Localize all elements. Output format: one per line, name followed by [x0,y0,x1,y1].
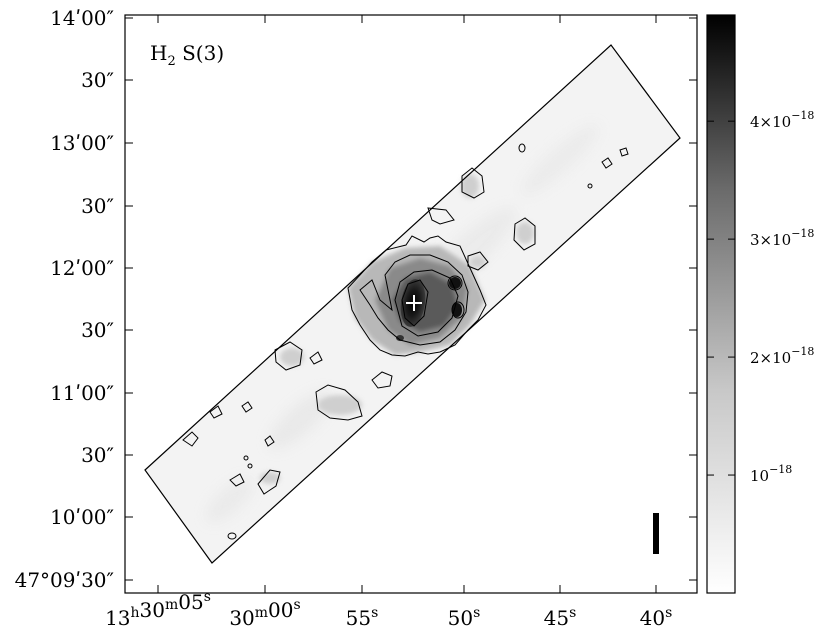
dec-tick-label: 10ʹ00″ [50,505,114,529]
dec-tick-label: 12ʹ00″ [50,256,114,280]
dec-tick-label: 13ʹ00″ [50,131,114,155]
ra-tick-label: 45s [544,605,577,630]
ra-tick-label: 30m00s [229,597,300,630]
ra-tick-label: 40s [640,605,673,630]
ra-tick-label: 13h30m05s [105,589,211,630]
dec-tick-label: 30″ [81,68,114,92]
dec-tick-label: 11ʹ00″ [50,381,114,405]
contour-lines [182,143,629,540]
colorbar-tick-label: 3×10−18 [750,227,814,249]
strip-outline [144,44,681,564]
ra-tick-label: 55s [346,605,379,630]
ra-tick-label: 50s [448,605,481,630]
dec-tick-label: 14ʹ00″ [50,6,114,30]
colorbar-tick-label: 4×10−18 [750,109,814,131]
image-label: H2 S(3) [150,41,224,69]
dec-tick-label: 30″ [81,443,114,467]
dec-tick-label: 30″ [81,194,114,218]
colorbar-ticks: 4×10−18 3×10−18 2×10−18 10−18 [707,109,814,485]
dec-tick-label: 30″ [81,318,114,342]
scale-bar [653,513,659,554]
dec-tick-label: 47°09ʹ30″ [15,568,114,592]
colorbar-tick-label: 10−18 [750,463,792,485]
colorbar-tick-label: 2×10−18 [750,345,814,367]
plus-marker [406,295,422,311]
dec-axis: 14ʹ00″ 30″ 13ʹ00″ 30″ 12ʹ00″ 30″ 11ʹ00″ 30″ 10ʹ0… [15,6,697,592]
colorbar [706,14,736,594]
ra-axis: 13h30m05s 30m00s 55s 50s 45s 40s [105,15,672,630]
